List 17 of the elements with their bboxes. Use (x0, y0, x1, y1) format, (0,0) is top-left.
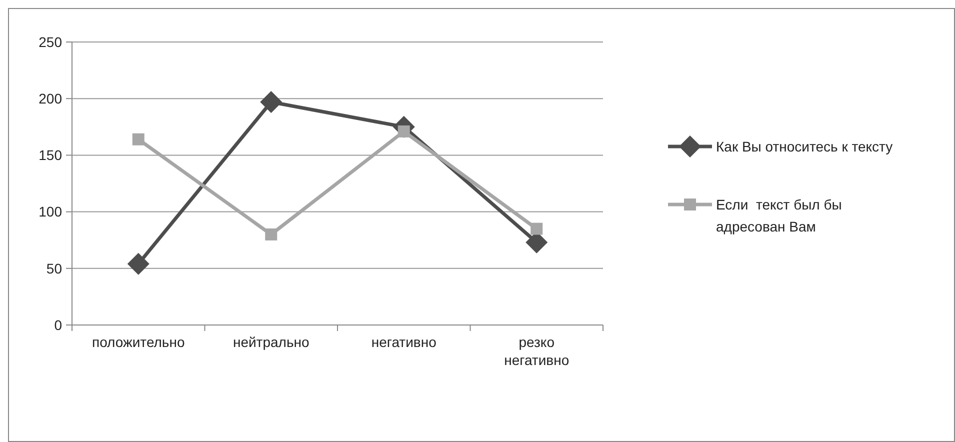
x-tick-label: негативно (371, 334, 437, 350)
x-tick-label: резко негативно (504, 334, 570, 368)
point (260, 90, 282, 113)
y-tick-label: 200 (38, 90, 62, 106)
legend-label: Как Вы относитесь к тексту (716, 138, 893, 154)
y-tick-label: 150 (38, 147, 62, 164)
y-tick-label: 50 (46, 260, 62, 276)
y-tick-label: 100 (38, 204, 62, 220)
x-tick-label: положительно (92, 334, 185, 350)
x-tick-label: нейтрально (232, 334, 310, 350)
point (132, 133, 144, 146)
y-tick-label: 0 (54, 316, 62, 333)
y-tick-label: 250 (38, 34, 62, 50)
point (530, 222, 543, 235)
legend-label: Если текст был бы адресован Вам (716, 196, 842, 234)
point (127, 252, 150, 275)
point (265, 228, 278, 240)
